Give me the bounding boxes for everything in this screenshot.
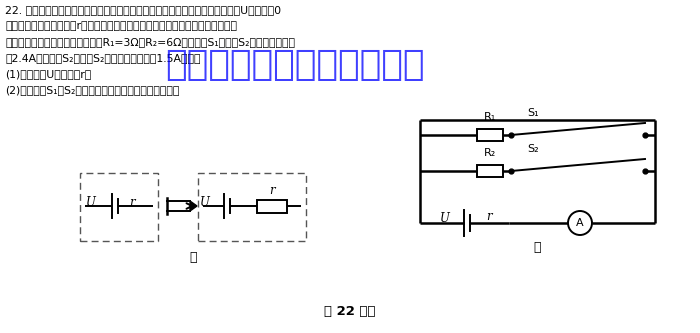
Text: U: U — [200, 195, 210, 208]
Polygon shape — [190, 201, 197, 211]
Text: S₁: S₁ — [527, 108, 539, 118]
Text: U: U — [86, 195, 96, 208]
Bar — [80, 173, 158, 241]
Text: 电阻组成如图乙所示的电路，其中R₁=3Ω，R₂=6Ω。当闭合S₁、断开S₂时，电流表示数: 电阻组成如图乙所示的电路，其中R₁=3Ω，R₂=6Ω。当闭合S₁、断开S₂时，电… — [5, 37, 295, 47]
Text: (1)电源电压U及其内阻r；: (1)电源电压U及其内阻r； — [5, 69, 91, 79]
Text: 的理想电源与一个阻值为r的电阻串联而成的，如图甲所示。现有实验室两个定值: 的理想电源与一个阻值为r的电阻串联而成的，如图甲所示。现有实验室两个定值 — [5, 21, 237, 31]
Text: R₁: R₁ — [484, 112, 496, 122]
Text: S₂: S₂ — [527, 144, 539, 154]
Text: r: r — [270, 183, 275, 196]
Text: 甲: 甲 — [189, 251, 197, 264]
Text: (2)同时闭合S₁和S₂时，电路的总电阻和电流表的示数。: (2)同时闭合S₁和S₂时，电路的总电阻和电流表的示数。 — [5, 85, 179, 95]
Bar — [477, 129, 503, 141]
Bar — [257, 199, 287, 212]
Text: r: r — [130, 195, 135, 208]
Text: 为2.4A；当闭合S₂、断开S₂时，电流表示数为1.5A。求：: 为2.4A；当闭合S₂、断开S₂时，电流表示数为1.5A。求： — [5, 53, 200, 63]
Text: U: U — [440, 211, 450, 224]
Text: 微信公众号关注：帮我答案: 微信公众号关注：帮我答案 — [165, 48, 425, 82]
Circle shape — [568, 211, 592, 235]
Text: A: A — [576, 218, 584, 228]
Text: r: r — [486, 210, 492, 223]
Text: R₂: R₂ — [484, 148, 496, 158]
Text: 第 22 题图: 第 22 题图 — [324, 305, 376, 318]
Text: 乙: 乙 — [533, 241, 541, 254]
Bar — [198, 173, 306, 241]
Bar — [477, 165, 503, 177]
Text: 22. 实际的电源都有一定的电阻，如干电池，我们可以把它看成是由一个电压为U、电阻为0: 22. 实际的电源都有一定的电阻，如干电池，我们可以把它看成是由一个电压为U、电… — [5, 5, 281, 15]
